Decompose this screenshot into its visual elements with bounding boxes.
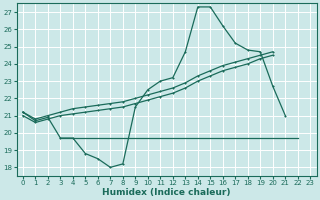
X-axis label: Humidex (Indice chaleur): Humidex (Indice chaleur) [102, 188, 231, 197]
